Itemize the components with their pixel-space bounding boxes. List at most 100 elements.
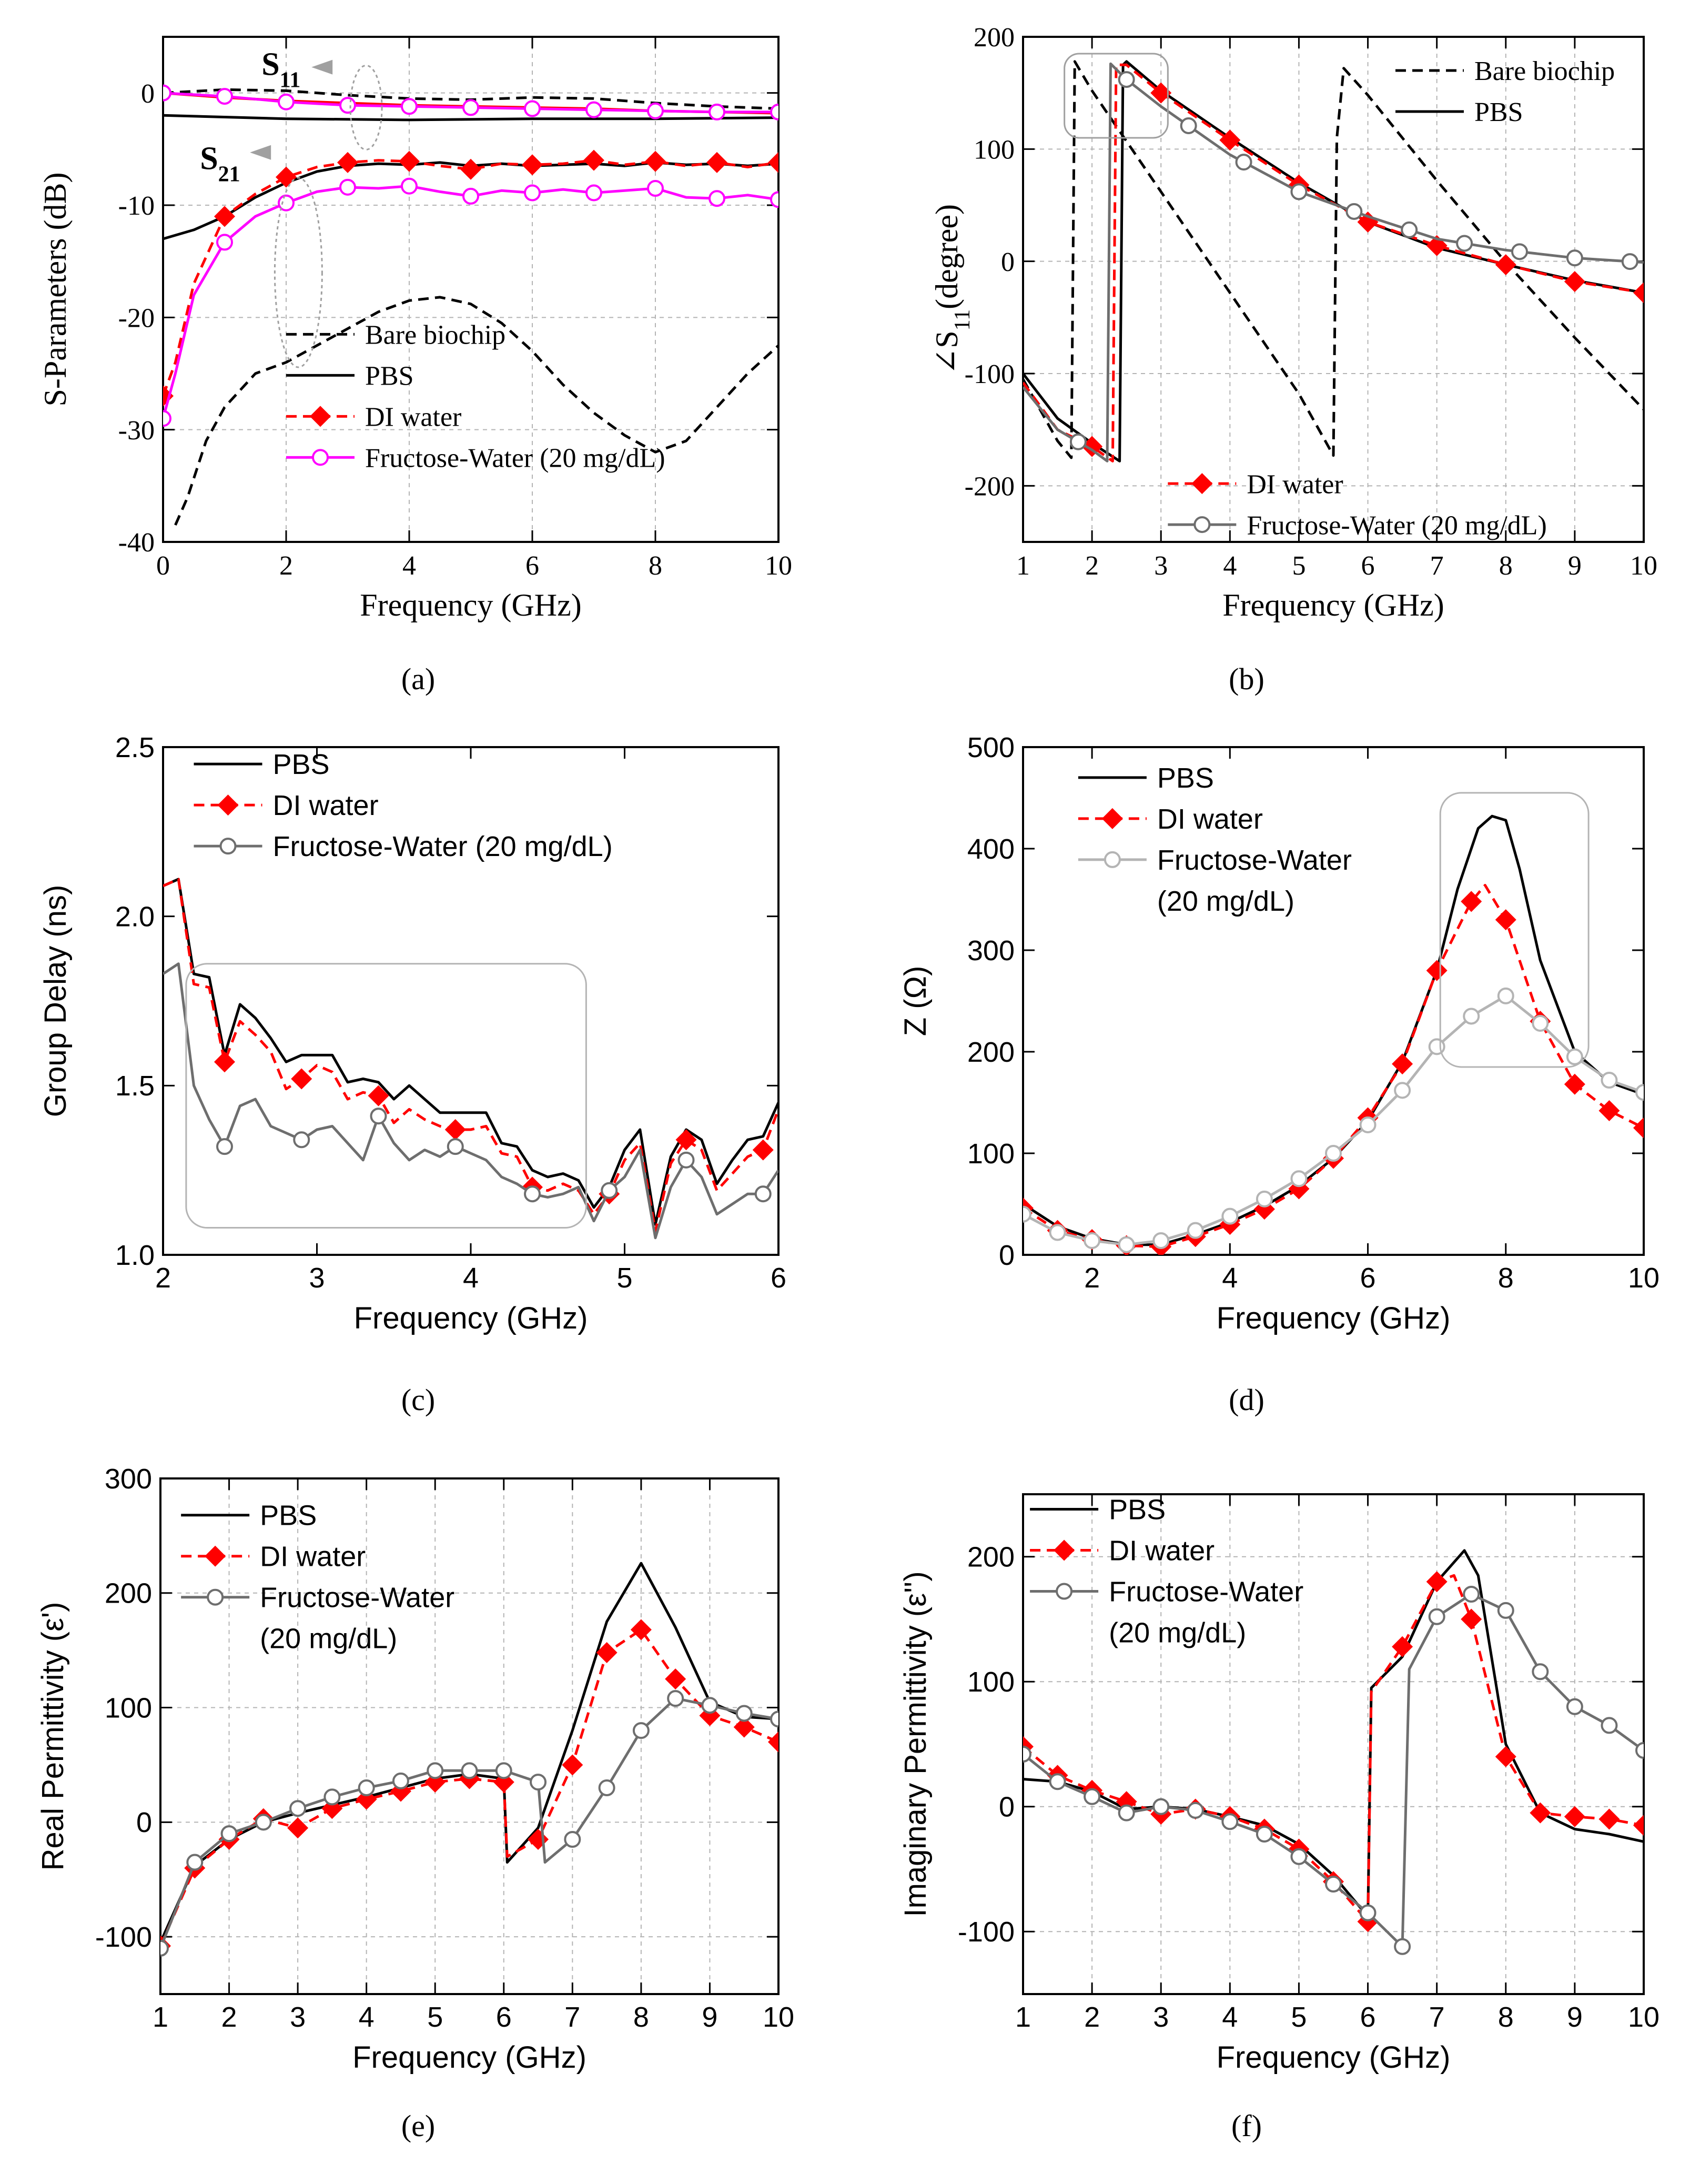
y-tick-label: 0 (136, 1807, 152, 1838)
x-tick-label: 7 (564, 2001, 580, 2033)
legend-marker-diamond (310, 406, 331, 427)
data-point-circle (1290, 183, 1308, 200)
data-point-circle (427, 1762, 444, 1779)
series-group (1023, 1549, 1644, 1955)
legend-marker-diamond (205, 1545, 226, 1567)
x-tick-label: 5 (616, 1262, 632, 1294)
data-point-circle (667, 1690, 684, 1707)
x-tick-label: 9 (1567, 2001, 1583, 2033)
data-point-circle (770, 103, 778, 120)
y-tick-label: 300 (967, 935, 1015, 967)
legend-label: PBS (260, 1500, 317, 1532)
data-point-circle (647, 180, 664, 197)
legend-marker-circle (1193, 516, 1211, 534)
data-point-diamond (706, 152, 727, 173)
x-tick-label: 10 (765, 551, 792, 581)
data-point-circle (220, 1825, 238, 1843)
panel-caption: (d) (1229, 1383, 1264, 1417)
data-point-diamond (214, 1051, 235, 1073)
legend-label: PBS (365, 361, 414, 391)
x-axis-label: Frequency (GHz) (1217, 2040, 1451, 2075)
data-point-circle (1235, 154, 1252, 171)
y-axis-label: Group Delay (ns) (38, 885, 73, 1118)
data-point-circle (701, 1697, 718, 1714)
data-point-circle (1118, 71, 1135, 88)
series-group (163, 878, 778, 1240)
series-line-fructose-water (163, 185, 778, 419)
data-point-circle (1621, 253, 1638, 270)
data-point-diamond (1598, 1808, 1620, 1830)
series-line-pbs (163, 114, 778, 122)
data-point-circle (370, 1108, 387, 1125)
axes-frame (162, 36, 780, 543)
highlight-ellipse (349, 64, 383, 150)
data-point-circle (770, 191, 778, 208)
y-tick-label: -40 (118, 528, 155, 558)
data-point-diamond (522, 154, 543, 176)
x-tick-label: 4 (463, 1262, 479, 1294)
y-tick-label: 100 (967, 1666, 1015, 1698)
y-axis-label: Z (Ω) (898, 966, 933, 1036)
data-point-circle (461, 1762, 478, 1779)
y-tick-label: 100 (974, 135, 1015, 165)
y-tick-label: 2.5 (115, 732, 155, 763)
data-point-circle (339, 97, 356, 114)
data-point-circle (392, 1772, 409, 1789)
series-line-di (1023, 1574, 1644, 1923)
x-tick-label: 6 (1360, 2001, 1376, 2033)
data-point-diamond (287, 1817, 309, 1839)
x-tick-label: 10 (763, 2001, 794, 2033)
data-point-diamond (1598, 1100, 1620, 1121)
x-tick-label: 5 (427, 2001, 443, 2033)
legend-label: PBS (1157, 762, 1214, 794)
highlight-box (185, 963, 587, 1229)
data-point-circle (1497, 1602, 1514, 1619)
legend-marker-circle (207, 1588, 224, 1606)
legend-label: Fructose-Water (20 mg/dL) (273, 831, 613, 862)
data-point-circle (186, 1854, 204, 1871)
x-tick-label: 4 (359, 2001, 375, 2033)
data-point-circle (1152, 1232, 1170, 1249)
x-tick-label: 10 (1628, 1262, 1659, 1294)
x-tick-label: 2 (1084, 2001, 1100, 2033)
panel-a: 0 2 4 6 8 10 -40 -30 -20 -10 0 Frequency (GHz) S-Par… (38, 36, 792, 696)
x-tick-label: 4 (402, 551, 416, 581)
highlight-ellipse (274, 177, 323, 368)
data-point-circle (462, 99, 479, 116)
legend-label: (20 mg/dL) (1109, 1617, 1246, 1648)
data-point-circle (1152, 1798, 1170, 1815)
x-tick-label: 4 (1222, 2001, 1238, 2033)
x-tick-label: 2 (279, 551, 293, 581)
data-point-circle (1532, 1014, 1549, 1032)
x-tick-label: 8 (1498, 2001, 1514, 2033)
data-point-diamond (1081, 436, 1103, 457)
x-tick-label: 9 (1568, 551, 1582, 581)
data-point-circle (1325, 1145, 1342, 1162)
panel-c: 2 3 4 5 6 1.0 1.5 2.0 2.5 Frequency (GHz) Group De… (38, 732, 786, 1417)
legend-label: Bare biochip (1474, 56, 1615, 86)
panel-b: 1 2 3 4 5 6 7 8 9 10 -200 -100 0 100 200 Frequency (GHz… (929, 23, 1657, 696)
highlight-box (1064, 53, 1169, 139)
data-point-circle (358, 1779, 375, 1796)
data-point-circle (1221, 1813, 1239, 1830)
y-tick-label: 200 (105, 1578, 152, 1609)
y-tick-label: -100 (95, 1921, 152, 1953)
series-line-pbs (160, 1562, 778, 1944)
data-point-diamond (368, 1085, 389, 1106)
data-point-diamond (1426, 1571, 1448, 1593)
data-point-diamond (1633, 1117, 1644, 1139)
legend-label: PBS (273, 749, 330, 780)
data-point-circle (278, 93, 295, 110)
data-point-circle (163, 84, 171, 102)
panel-caption: (c) (401, 1383, 435, 1417)
data-point-diamond (1633, 282, 1644, 304)
x-axis-label: Frequency (GHz) (1222, 588, 1444, 622)
series-group (160, 1562, 778, 1957)
x-axis-label: Frequency (GHz) (360, 588, 582, 622)
data-point-circle (1290, 1170, 1308, 1187)
x-tick-label: 7 (1430, 551, 1444, 581)
data-point-circle (255, 1814, 272, 1831)
data-point-circle (647, 102, 664, 119)
data-point-circle (1497, 987, 1514, 1004)
data-point-circle (601, 1182, 618, 1199)
